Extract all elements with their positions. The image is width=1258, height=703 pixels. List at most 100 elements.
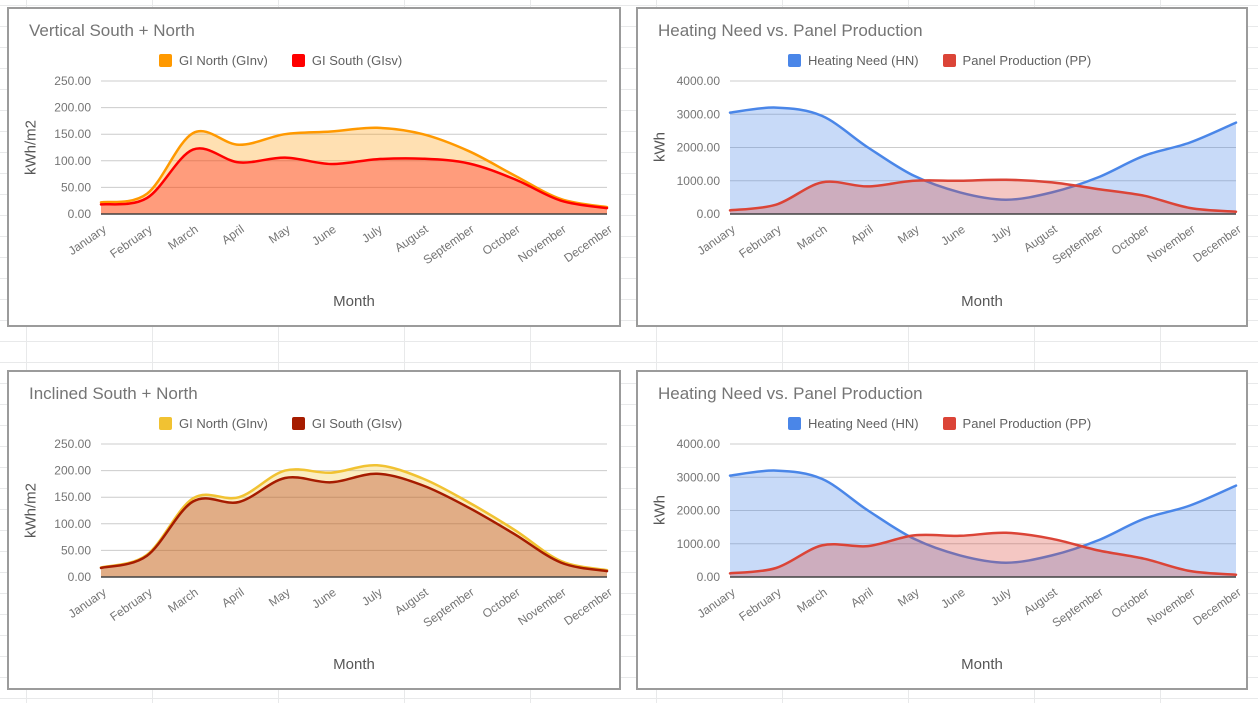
series-GI South (GIsv) xyxy=(99,147,609,214)
legend-label: Panel Production (PP) xyxy=(962,416,1092,431)
series-Heating Need (HN) xyxy=(728,106,1238,214)
series-GI South (GIsv) xyxy=(99,472,609,577)
legend-label: GI North (GInv) xyxy=(179,53,268,68)
x-tick-label: May xyxy=(266,585,293,609)
y-tick-label: 150.00 xyxy=(54,127,91,141)
legend-swatch xyxy=(291,54,305,67)
x-tick-label: February xyxy=(736,585,783,624)
x-tick-label: September xyxy=(1050,585,1106,630)
x-tick-label: January xyxy=(66,222,109,258)
x-tick-label: January xyxy=(695,585,738,621)
y-axis-title: kWh xyxy=(651,132,669,163)
x-tick-label: June xyxy=(938,585,968,612)
legend-label: Panel Production (PP) xyxy=(962,53,1092,68)
legend-item: GI South (GIsv) xyxy=(291,416,402,431)
x-tick-label: April xyxy=(219,222,247,247)
y-tick-label: 0.00 xyxy=(68,207,92,221)
legend-item: Panel Production (PP) xyxy=(942,416,1092,431)
x-tick-label: June xyxy=(309,222,339,249)
chart-legend: Heating Need (HN) Panel Production (PP) xyxy=(788,53,1091,68)
chart-title: Inclined South + North xyxy=(29,384,198,403)
chart-card-inclined-south-north[interactable]: Inclined South + North GI North (GInv) G… xyxy=(7,370,621,690)
y-tick-label: 2000.00 xyxy=(677,504,721,518)
x-tick-label: November xyxy=(515,585,568,628)
series-line xyxy=(99,464,609,572)
chart-card-heating-vs-production-bottom[interactable]: Heating Need vs. Panel Production Heatin… xyxy=(636,370,1248,690)
x-tick-label: August xyxy=(1021,585,1060,618)
x-tick-label: March xyxy=(794,222,829,253)
y-tick-label: 250.00 xyxy=(54,74,91,88)
x-tick-label: June xyxy=(309,585,339,612)
chart-card-vertical-south-north[interactable]: Vertical South + North GI North (GInv) G… xyxy=(7,7,621,327)
x-axis-title: Month xyxy=(333,293,375,310)
y-axis-title: kWh/m2 xyxy=(22,120,40,176)
legend-item: Heating Need (HN) xyxy=(788,416,919,431)
legend-swatch xyxy=(788,417,801,430)
legend-label: GI South (GIsv) xyxy=(311,53,403,68)
x-tick-label: June xyxy=(938,222,968,249)
area-chart-plot: 0.00 1000.00 2000.00 3000.00 4000.00 JanuaryF… xyxy=(677,437,1244,630)
area-chart-plot: 0.00 1000.00 2000.00 3000.00 4000.00 JanuaryF… xyxy=(677,74,1244,267)
x-axis-title: Month xyxy=(333,656,375,673)
legend-label: Heating Need (HN) xyxy=(808,416,919,431)
y-tick-label: 50.00 xyxy=(61,180,91,194)
y-tick-label: 1000.00 xyxy=(677,174,721,188)
x-tick-label: November xyxy=(515,222,568,265)
legend-item: GI North (GInv) xyxy=(159,416,268,431)
y-axis-title: kWh/m2 xyxy=(22,483,40,539)
series-line xyxy=(99,472,609,573)
series-line xyxy=(728,531,1238,576)
chart-title: Heating Need vs. Panel Production xyxy=(658,21,923,40)
legend-label: Heating Need (HN) xyxy=(808,53,919,68)
legend-swatch xyxy=(159,54,172,67)
series-line xyxy=(728,106,1238,201)
x-tick-label: December xyxy=(561,585,614,628)
x-tick-label: March xyxy=(794,585,829,616)
y-tick-label: 250.00 xyxy=(54,437,91,451)
y-tick-label: 50.00 xyxy=(61,543,91,557)
series-area xyxy=(101,465,607,577)
chart-title: Vertical South + North xyxy=(29,21,195,40)
chart-card-heating-vs-production-top[interactable]: Heating Need vs. Panel Production Heatin… xyxy=(636,7,1248,327)
y-tick-label: 4000.00 xyxy=(677,74,721,88)
series-line xyxy=(99,147,609,210)
series-area xyxy=(730,179,1236,214)
x-tick-label: July xyxy=(359,222,385,246)
chart-title: Heating Need vs. Panel Production xyxy=(658,384,923,403)
legend-swatch xyxy=(291,417,305,430)
x-tick-label: May xyxy=(266,222,293,246)
x-tick-label: July xyxy=(988,222,1014,246)
y-tick-label: 3000.00 xyxy=(677,470,721,484)
y-tick-label: 200.00 xyxy=(54,464,91,478)
x-tick-label: February xyxy=(107,585,154,624)
series-area xyxy=(101,127,607,214)
x-tick-label: April xyxy=(219,585,247,610)
x-axis-title: Month xyxy=(961,293,1003,310)
legend-item: GI North (GInv) xyxy=(159,53,268,68)
series-line xyxy=(99,126,609,209)
x-tick-label: February xyxy=(736,222,783,261)
legend-item: GI South (GIsv) xyxy=(291,53,403,68)
chart-legend: GI North (GInv) GI South (GIsv) xyxy=(159,53,402,68)
x-tick-label: March xyxy=(165,222,200,253)
legend-swatch xyxy=(942,417,956,430)
series-area xyxy=(730,470,1236,577)
legend-swatch xyxy=(788,54,801,67)
x-tick-label: September xyxy=(1050,222,1106,267)
x-axis-title: Month xyxy=(961,656,1003,673)
legend-swatch xyxy=(159,417,172,430)
x-tick-label: September xyxy=(421,585,477,630)
x-tick-label: November xyxy=(1144,585,1197,628)
series-area xyxy=(101,148,607,214)
series-Panel Production (PP) xyxy=(728,178,1238,214)
legend-label: GI North (GInv) xyxy=(179,416,268,431)
y-tick-label: 1000.00 xyxy=(677,537,721,551)
series-GI North (GInv) xyxy=(99,126,609,214)
series-line xyxy=(728,178,1238,213)
series-line xyxy=(728,469,1238,564)
y-tick-label: 3000.00 xyxy=(677,107,721,121)
y-tick-label: 2000.00 xyxy=(677,141,721,155)
series-Heating Need (HN) xyxy=(728,469,1238,577)
y-tick-label: 200.00 xyxy=(54,101,91,115)
